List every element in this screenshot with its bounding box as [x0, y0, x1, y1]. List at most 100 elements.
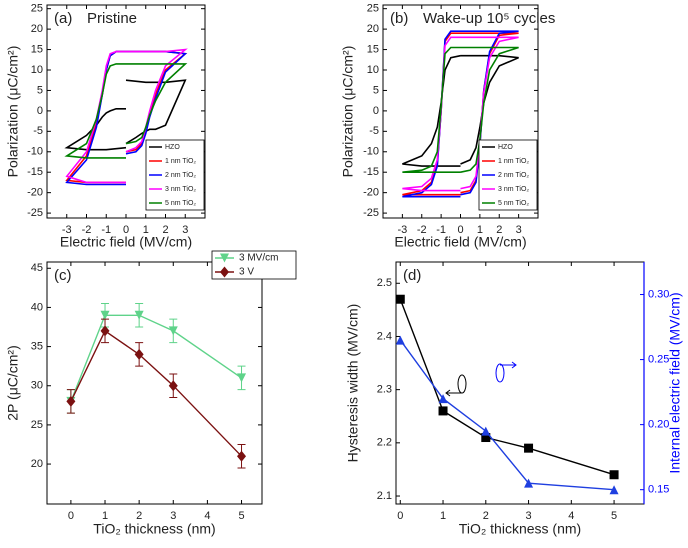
- marker: [100, 325, 110, 337]
- arrow-loop: [495, 363, 505, 383]
- x-tick-label: 1: [102, 510, 108, 522]
- y-tick-label: -25: [363, 207, 379, 219]
- marker: [66, 395, 76, 407]
- x-tick-label: 0: [68, 510, 74, 522]
- x-tick-label: 2: [483, 510, 489, 522]
- y-axis-label: Polarization (μC/cm²): [5, 46, 21, 178]
- y-tick-label: -5: [369, 125, 379, 137]
- hysteresis-arrows: [445, 361, 517, 397]
- y-tick-label: 10: [31, 64, 43, 76]
- marker: [168, 380, 178, 392]
- marker: [481, 426, 491, 436]
- marker: [438, 406, 448, 416]
- marker: [395, 335, 405, 345]
- x-tick-label: -3: [62, 224, 72, 236]
- panel-label: (b): [390, 10, 408, 27]
- x-tick-label: 5: [611, 510, 617, 522]
- plot-frame: [46, 261, 263, 505]
- x-tick-label: 2: [496, 224, 502, 236]
- legend-label: 5 nm TiO₂: [165, 200, 196, 207]
- x-tick-label: -2: [82, 224, 92, 236]
- y-tick-label: -20: [27, 187, 43, 199]
- y-tick-label: 15: [31, 43, 43, 55]
- x-tick-label: 4: [568, 510, 574, 522]
- x-axis-label: TiO₂ thickness (nm): [93, 521, 215, 537]
- y-tick-label: 20: [31, 458, 43, 470]
- x-axis-label: TiO₂ thickness (nm): [459, 521, 581, 537]
- legend-label: 2 nm TiO₂: [165, 172, 196, 179]
- marker: [395, 294, 405, 304]
- y-tick-label: 2.5: [377, 277, 392, 289]
- series-line: [402, 54, 519, 167]
- marker: [481, 433, 491, 443]
- y-tick-label: 0: [37, 105, 43, 117]
- panel-title: Wake-up 10⁵ cycles: [423, 10, 555, 27]
- marker: [609, 485, 619, 495]
- x-tick-label: 0: [457, 224, 463, 236]
- x-tick-label: -1: [436, 224, 446, 236]
- y2-axis-label: Internal electric field (MV/cm): [667, 292, 683, 473]
- series-line: [70, 329, 243, 457]
- legend-label: 3 V: [239, 267, 254, 278]
- y-tick-label: 2.2: [377, 437, 392, 449]
- legend-label: HZO: [165, 144, 180, 151]
- legend-label: 5 nm TiO₂: [498, 200, 529, 207]
- y-tick-label: -15: [27, 166, 43, 178]
- panel-title: Pristine: [87, 10, 137, 27]
- x-tick-label: 3: [516, 224, 522, 236]
- y-tick-label: 10: [367, 64, 379, 76]
- y-tick-label: 20: [367, 23, 379, 35]
- x-tick-label: 1: [477, 224, 483, 236]
- series-line: [399, 298, 615, 476]
- y2-tick-label: 0.30: [648, 288, 669, 300]
- marker: [220, 266, 229, 278]
- y-tick-label: 40: [31, 301, 43, 313]
- legend-label: HZO: [498, 144, 513, 151]
- y-tick-label: -5: [33, 125, 43, 137]
- y-tick-label: 25: [367, 3, 379, 15]
- y-tick-label: 25: [31, 3, 43, 15]
- y-tick-label: 5: [373, 84, 379, 96]
- arrow-loop: [457, 374, 467, 394]
- y-axis-label: Polarization (μC/cm²): [340, 46, 356, 178]
- legend-label: 3 MV/cm: [239, 253, 278, 264]
- legend-label: 2 nm TiO₂: [498, 172, 529, 179]
- y-axis-label: Hysteresis width (MV/cm): [345, 304, 361, 463]
- marker: [524, 443, 534, 453]
- y-tick-label: -20: [363, 187, 379, 199]
- marker: [609, 470, 619, 480]
- marker: [438, 394, 448, 404]
- marker: [134, 348, 144, 360]
- marker: [237, 450, 247, 462]
- y2-tick-label: 0.20: [648, 419, 669, 431]
- marker: [168, 326, 178, 336]
- y-tick-label: 20: [31, 23, 43, 35]
- y-tick-label: 35: [31, 340, 43, 352]
- legend-label: 1 nm TiO₂: [165, 158, 196, 165]
- y-tick-label: 2.4: [377, 330, 392, 342]
- y-tick-label: 5: [37, 84, 43, 96]
- marker: [134, 310, 144, 320]
- x-tick-label: -2: [417, 224, 427, 236]
- series-line: [70, 314, 242, 402]
- legend-label: 3 nm TiO₂: [165, 186, 196, 193]
- y-tick-label: 25: [31, 419, 43, 431]
- legend-label: 3 nm TiO₂: [498, 186, 529, 193]
- x-tick-label: 5: [238, 510, 244, 522]
- plot-frame: [395, 261, 645, 505]
- x-tick-label: 3: [525, 510, 531, 522]
- x-tick-label: 0: [397, 510, 403, 522]
- x-axis-label: Electric field (MV/cm): [394, 234, 526, 250]
- x-tick-label: -3: [397, 224, 407, 236]
- y-tick-label: -10: [363, 146, 379, 158]
- x-tick-label: 3: [170, 510, 176, 522]
- y-tick-label: 45: [31, 262, 43, 274]
- marker: [237, 373, 247, 383]
- panel-label: (c): [54, 267, 72, 284]
- marker: [524, 478, 534, 488]
- x-tick-label: 1: [440, 510, 446, 522]
- panel-label: (a): [54, 10, 72, 27]
- series-line: [399, 339, 615, 491]
- panel-label: (d): [403, 267, 421, 284]
- y-tick-label: -15: [363, 166, 379, 178]
